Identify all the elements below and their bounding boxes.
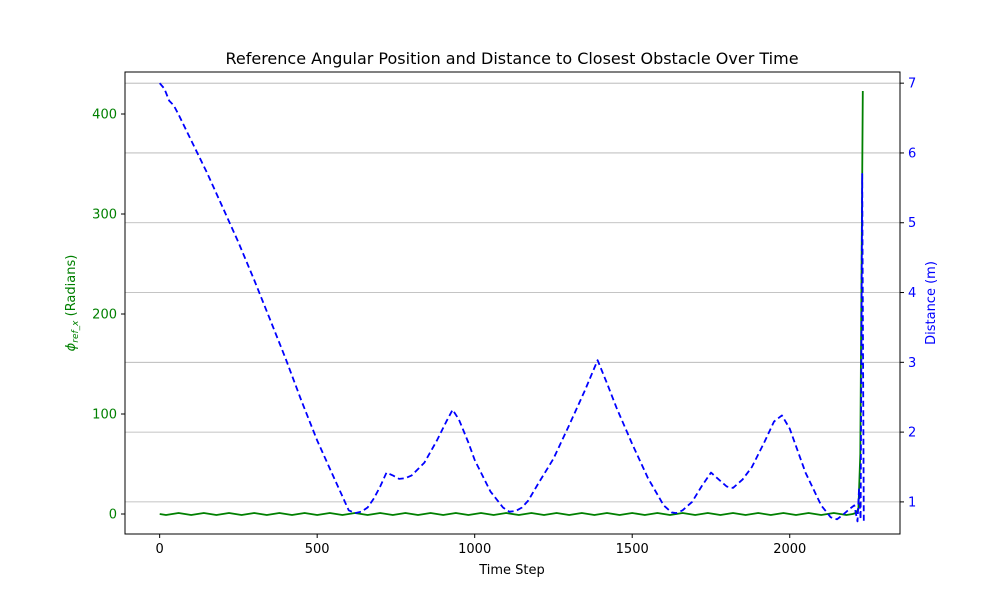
x-axis: 0 500 1000 1500 2000	[156, 534, 806, 557]
y-axis-right-label: Distance (m)	[924, 261, 939, 345]
x-tick-label-0: 0	[156, 542, 164, 557]
angular-position-line	[159, 90, 864, 516]
y-left-tick-label-1: 100	[92, 408, 117, 423]
y-axis-left: 0 100 200 300 400	[92, 108, 125, 523]
y-right-tick-label-2: 3	[908, 356, 916, 371]
y-left-tick-label-3: 300	[92, 208, 117, 223]
y-left-tick-label-4: 400	[92, 108, 117, 123]
y-right-tick-label-3: 4	[908, 286, 916, 301]
y-axis-left-label-unit: (Radians)	[64, 255, 79, 321]
y-right-tick-label-0: 1	[908, 495, 916, 510]
y-right-tick-label-1: 2	[908, 426, 916, 441]
y-left-tick-label-2: 200	[92, 308, 117, 323]
grid-layer	[125, 82, 900, 503]
x-tick-label-4: 2000	[773, 542, 806, 557]
plot-frame	[124, 71, 901, 535]
y-right-tick-label-4: 5	[908, 216, 916, 231]
x-tick-label-2: 1000	[458, 542, 491, 557]
y-left-tick-label-0: 0	[109, 508, 117, 523]
y-axis-left-label: ϕref_x (Radians)	[64, 255, 81, 352]
y-axis-left-label-symbol: ϕ	[64, 342, 79, 351]
y-right-tick-label-5: 6	[908, 146, 916, 161]
x-tick-label-3: 1500	[616, 542, 649, 557]
x-axis-label: Time Step	[478, 563, 545, 578]
chart-title: Reference Angular Position and Distance …	[225, 49, 798, 68]
distance-line	[159, 82, 865, 523]
series-layer	[159, 82, 865, 523]
y-right-tick-label-6: 7	[908, 77, 916, 92]
y-axis-right: 1 2 3 4 5 6 7	[900, 77, 916, 510]
y-axis-left-label-subscript: ref_x	[71, 320, 81, 343]
x-tick-label-1: 500	[305, 542, 330, 557]
